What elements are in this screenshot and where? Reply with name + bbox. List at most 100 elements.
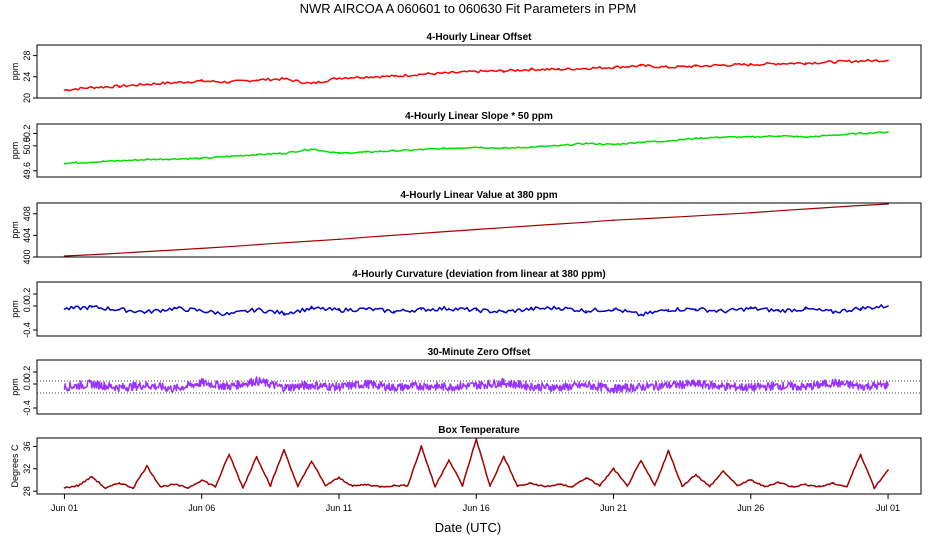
data-point (530, 385, 532, 388)
data-point (750, 307, 752, 310)
data-point (667, 450, 670, 452)
data-point (461, 484, 464, 487)
data-point (338, 477, 340, 479)
data-point (736, 484, 738, 487)
y-axis-label: ppm (10, 300, 20, 318)
y-axis-label: ppm (10, 378, 20, 396)
y-tick-label: -0.4 (22, 400, 32, 416)
data-point (132, 487, 134, 489)
data-point (338, 77, 340, 79)
data-point (475, 146, 478, 148)
data-point (338, 309, 340, 312)
data-point (708, 485, 711, 488)
data-point (887, 203, 889, 205)
data-point (859, 307, 862, 310)
data-point (804, 62, 807, 64)
x-axis-label: Date (UTC) (435, 520, 501, 535)
x-tick-label: Jun 21 (600, 503, 627, 513)
data-point (818, 485, 821, 488)
data-point (502, 147, 505, 150)
panel-title: 4-Hourly Linear Slope * 50 ppm (405, 111, 553, 122)
data-point (791, 485, 793, 488)
data-point (571, 485, 574, 488)
data-point (557, 386, 560, 389)
data-point (104, 487, 107, 490)
data-point (612, 388, 615, 390)
data-point (200, 80, 203, 82)
data-point (777, 135, 779, 137)
data-point (722, 64, 725, 66)
data-point (722, 385, 725, 388)
data-point (887, 131, 889, 133)
data-point (859, 385, 862, 388)
data-point (91, 475, 93, 478)
data-point (530, 482, 532, 485)
data-point (859, 60, 862, 62)
data-point (887, 305, 889, 307)
data-point (502, 382, 505, 384)
data-point (887, 384, 889, 387)
data-point (750, 63, 752, 66)
data-point (77, 484, 79, 487)
data-point (640, 314, 642, 316)
data-point (530, 68, 532, 71)
data-point (557, 307, 560, 309)
data-point (255, 79, 258, 81)
data-point (228, 453, 230, 456)
data-point (406, 484, 409, 487)
data-point (448, 147, 450, 150)
y-tick-label: 404 (22, 228, 32, 243)
y-tick-label: 0.0 (22, 378, 32, 391)
data-point (804, 483, 807, 486)
data-point (475, 384, 478, 387)
data-point (612, 66, 615, 69)
panel-title: 4-Hourly Curvature (deviation from linea… (352, 269, 605, 280)
data-point (530, 146, 532, 148)
data-point (63, 487, 66, 489)
data-point (310, 307, 313, 310)
y-tick-label: 32 (22, 464, 32, 474)
data-point (695, 383, 697, 385)
data-point (173, 483, 176, 486)
data-point (420, 385, 423, 387)
data-point (63, 308, 66, 310)
data-point (475, 70, 478, 73)
data-point (310, 460, 313, 462)
data-point (489, 485, 491, 488)
data-point (91, 86, 93, 89)
data-point (516, 485, 519, 488)
data-point (667, 308, 670, 311)
y-tick-label: 408 (22, 206, 32, 221)
y-tick-label: 0.2 (22, 288, 32, 301)
panel-2: 4-Hourly Linear Slope * 50 ppm 49.6 50.050… (10, 111, 922, 180)
data-point (324, 484, 327, 487)
data-point (379, 485, 382, 488)
data-point (612, 219, 615, 222)
data-point (667, 384, 670, 387)
data-point (365, 383, 368, 385)
data-point (887, 59, 889, 62)
data-point (750, 479, 752, 481)
y-tick-label: 0.0 (22, 300, 32, 313)
data-point (695, 65, 697, 67)
data-point (200, 247, 203, 250)
x-tick-label: Jun 26 (737, 503, 764, 513)
data-point (365, 151, 368, 153)
series-line (64, 58, 889, 92)
y-axis-label: Degrees C (10, 444, 20, 488)
data-point (91, 306, 93, 309)
y-axis-label: ppm (10, 142, 20, 160)
data-point (310, 148, 313, 150)
data-point (667, 66, 670, 69)
data-point (420, 73, 423, 75)
data-point (750, 386, 752, 389)
data-point (640, 460, 642, 462)
data-point (63, 255, 66, 257)
data-point (200, 310, 203, 312)
panel-title: 4-Hourly Linear Value at 380 ppm (400, 190, 557, 201)
panel-frame (36, 202, 922, 258)
y-tick-label: -0.4 (22, 322, 32, 338)
data-point (338, 238, 340, 240)
data-point (187, 487, 189, 489)
